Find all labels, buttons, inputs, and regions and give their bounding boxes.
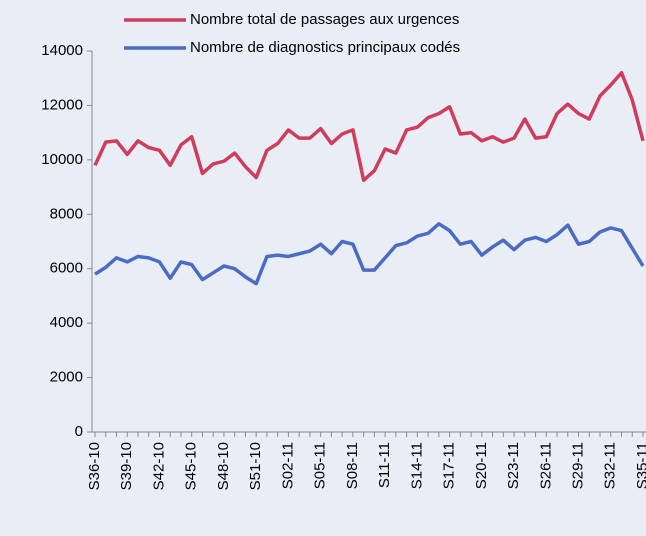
x-tick-label: S42-10 [150, 442, 167, 490]
x-tick-label: S51-10 [247, 442, 264, 490]
x-tick-label: S08-11 [344, 442, 361, 489]
x-tick-label: S14-11 [408, 442, 425, 489]
x-tick-label: S39-10 [118, 442, 135, 490]
x-tick-label: S29-11 [569, 442, 586, 489]
x-tick-label: S02-11 [279, 442, 296, 489]
x-tick-label: S05-11 [312, 442, 329, 489]
series-line [93, 71, 645, 183]
x-tick-label: S36-10 [86, 442, 103, 490]
x-tick-label: S23-11 [505, 442, 522, 489]
x-tick-label: S45-10 [183, 442, 200, 490]
y-tick-label: 14000 [41, 42, 83, 59]
legend-label: Nombre de diagnostics principaux codés [190, 39, 460, 56]
x-tick-label: S48-10 [215, 442, 232, 490]
y-tick-label: 12000 [41, 96, 83, 113]
y-tick-label: 2000 [50, 369, 83, 386]
x-tick-label: S35-11 [634, 442, 646, 489]
x-tick-label: S11-11 [376, 442, 393, 488]
y-tick-label: 8000 [50, 205, 83, 222]
y-tick-label: 4000 [50, 314, 83, 331]
y-tick-label: 0 [75, 423, 83, 440]
series-line [94, 222, 645, 286]
y-tick-label: 10000 [41, 151, 83, 168]
legend-label: Nombre total de passages aux urgences [190, 11, 459, 28]
x-tick-label: S32-11 [602, 442, 619, 489]
x-tick-label: S26-11 [537, 442, 554, 489]
y-tick-label: 6000 [50, 260, 83, 277]
x-tick-label: S20-11 [473, 442, 490, 489]
x-tick-label: S17-11 [441, 442, 458, 489]
